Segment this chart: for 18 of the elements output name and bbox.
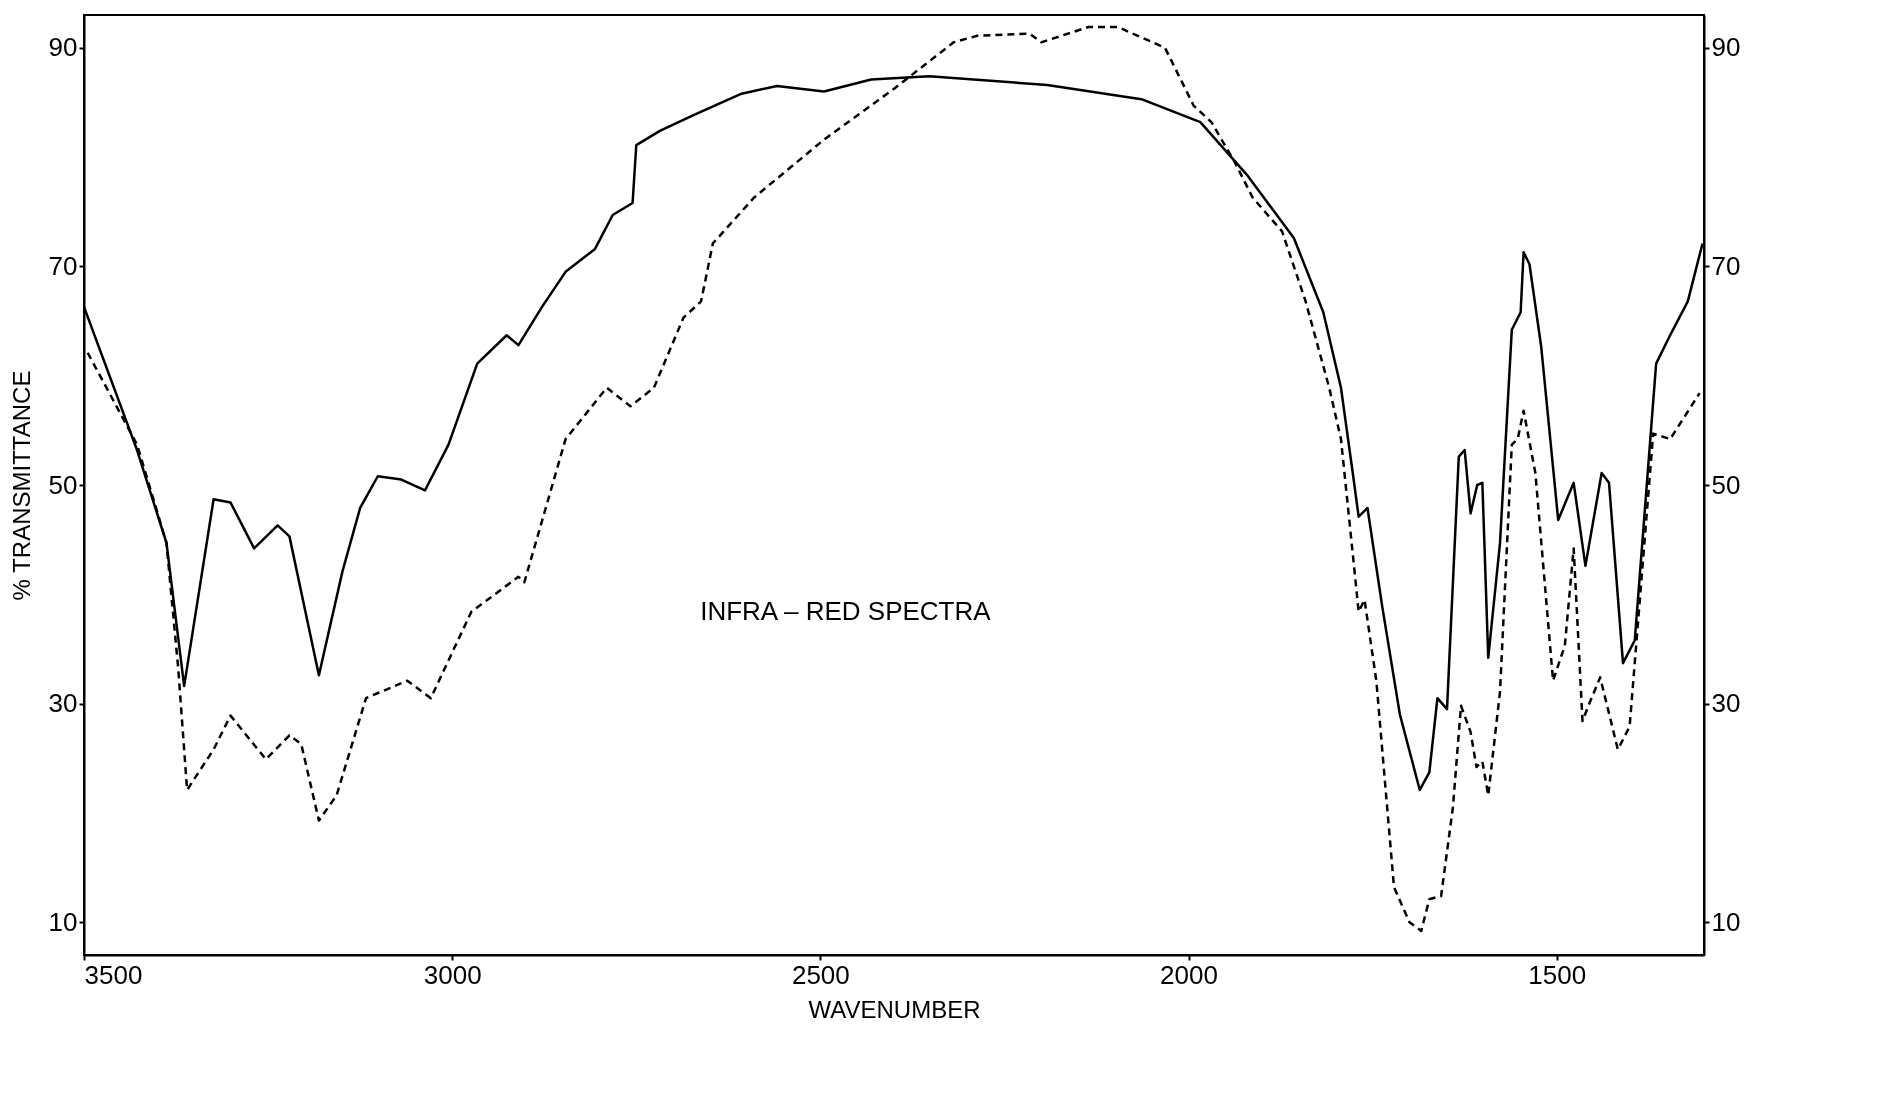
y-tick-label: 10	[48, 906, 78, 937]
y2-tick-label: 10	[1711, 906, 1741, 937]
x-tick-label: 1500	[1528, 959, 1587, 990]
y2-tick-label: 90	[1711, 32, 1741, 63]
x-tick-label: 2500	[791, 959, 850, 990]
y-tick-label: 70	[48, 250, 78, 281]
x-tick-label: 3500	[84, 959, 143, 990]
y-tick-label: 30	[48, 688, 78, 719]
x-tick-label: 3000	[423, 959, 482, 990]
y2-tick-label: 30	[1711, 688, 1741, 719]
annotation: INFRA – RED SPECTRA	[700, 595, 992, 626]
y-axis-title: % TRANSMITTANCE	[7, 370, 35, 601]
y-tick-label: 90	[48, 32, 78, 63]
y2-tick-label: 50	[1711, 469, 1741, 500]
y2-tick-label: 70	[1711, 250, 1741, 281]
x-axis-title: WAVENUMBER	[808, 995, 981, 1023]
x-tick-label: 2000	[1160, 959, 1218, 990]
y-tick-label: 50	[48, 469, 78, 500]
